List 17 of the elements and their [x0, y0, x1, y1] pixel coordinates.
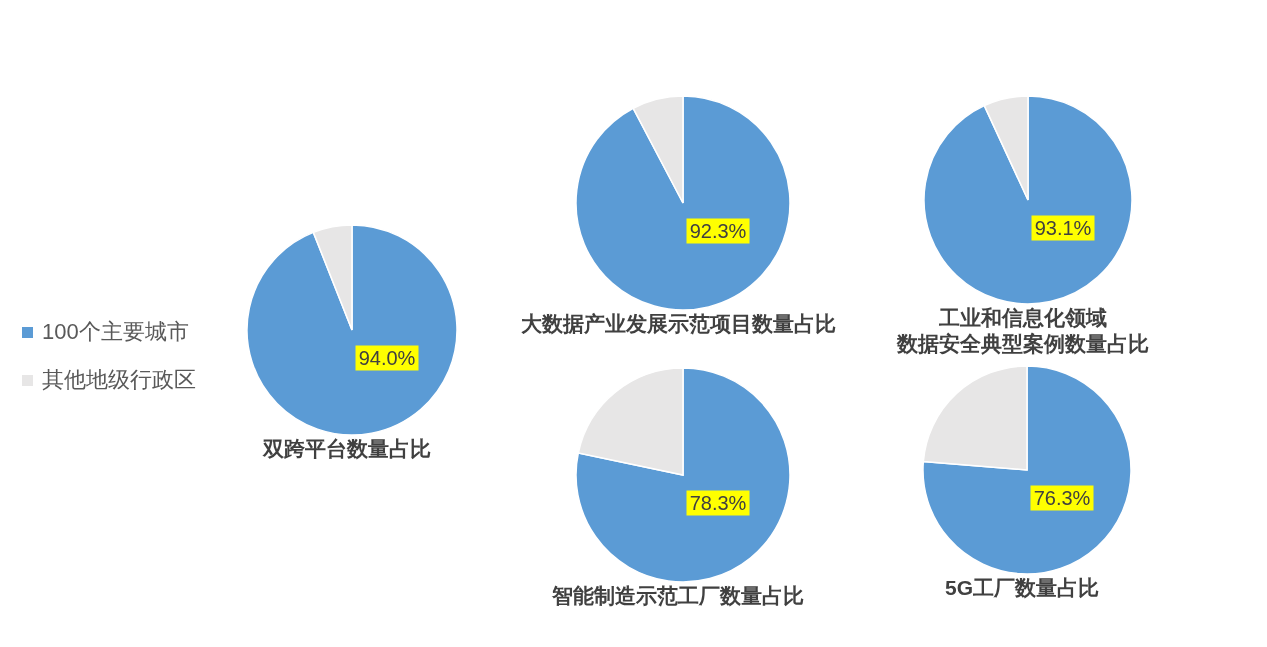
text: 工业和信息化领域数据安全典型案例数量占比	[895, 305, 1150, 357]
text: 智能制造示范工厂数量占比	[551, 583, 805, 609]
pie-slice	[246, 224, 458, 436]
legend-label: 100个主要城市	[42, 318, 189, 346]
pie-slice	[575, 95, 791, 310]
data-label: 94.0%	[358, 347, 416, 369]
legend-label: 其他地级行政区	[42, 366, 196, 394]
text: 大数据产业发展示范项目数量占比	[519, 311, 837, 337]
data-label: 78.3%	[689, 492, 747, 514]
text: 5G工厂数量占比	[944, 575, 1100, 601]
data-label: 93.1%	[1034, 217, 1092, 239]
pie-slice	[922, 365, 1132, 575]
text: 双跨平台数量占比	[261, 436, 432, 462]
data-label: 92.3%	[689, 220, 747, 242]
pie-slice	[575, 367, 791, 582]
pie-slice	[923, 95, 1133, 305]
data-label: 76.3%	[1033, 487, 1091, 509]
